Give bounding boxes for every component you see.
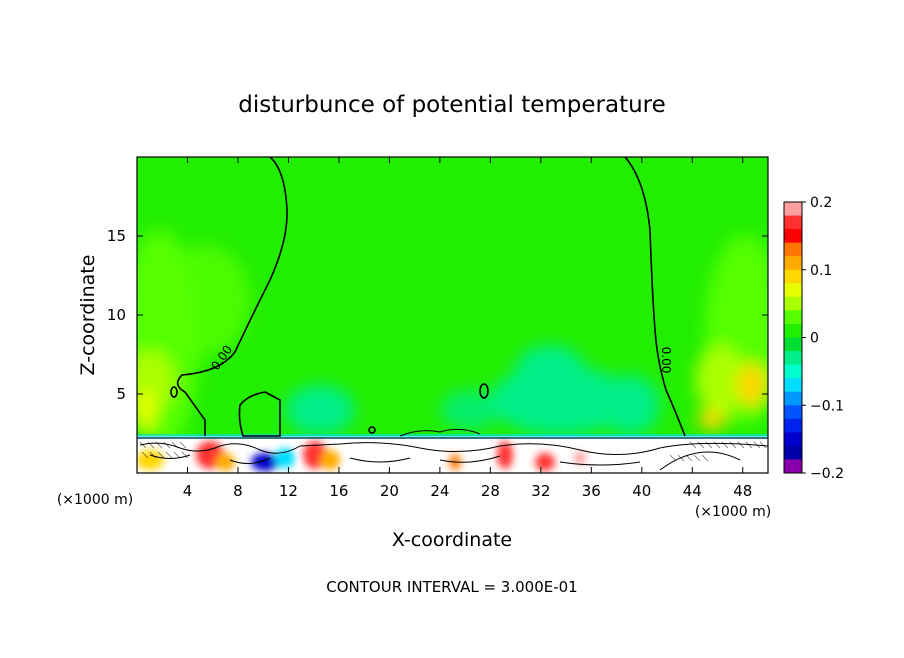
colorbar-segment [784, 269, 802, 284]
y-axis-label: Z-coordinate [77, 255, 99, 376]
x-tick-label: 16 [329, 482, 348, 500]
small-contour-3 [368, 426, 376, 434]
zero-contours [137, 157, 768, 471]
x-tick-label: 20 [380, 482, 399, 500]
colorbar-segment [784, 242, 802, 257]
colorbar-tick-label: −0.2 [810, 466, 844, 482]
positive-regions [137, 230, 768, 450]
colorbar-tick-label: 0 [810, 331, 819, 347]
left-contour [176, 157, 288, 436]
x-axis-ticks: 4 8 12 16 20 24 28 32 36 40 44 48 [183, 157, 752, 500]
colorbar-segment [784, 378, 802, 393]
x-tick-label: 44 [683, 482, 702, 500]
colorbar-segment [784, 215, 802, 230]
colorbar-segment [784, 202, 802, 217]
y-tick-label: 15 [107, 227, 126, 245]
y-axis-ticks: 5 10 15 [107, 227, 768, 403]
x-tick-label: 28 [481, 482, 500, 500]
x-tick-label: 36 [582, 482, 601, 500]
x-tick-label: 48 [733, 482, 752, 500]
colorbar-segment [784, 283, 802, 298]
lower-layer-hatching [139, 441, 767, 462]
colorbar-tick-label: 0.1 [810, 263, 832, 279]
y-axis-unit: (×1000 m) [57, 492, 133, 508]
colorbar-segment [784, 229, 802, 244]
lower-layer-contours [137, 428, 768, 471]
x-tick-label: 4 [183, 482, 193, 500]
x-tick-label: 12 [279, 482, 298, 500]
contour-label-right: 0.00 [659, 347, 673, 374]
colorbar-segment [784, 296, 802, 311]
x-axis-label: X-coordinate [392, 529, 512, 551]
x-tick-label: 32 [531, 482, 550, 500]
y-tick-label: 5 [116, 385, 126, 403]
colorbar-segment [784, 405, 802, 420]
x-tick-label: 40 [632, 482, 651, 500]
contour-island [238, 391, 281, 437]
colorbar-segment [784, 337, 802, 352]
colorbar-segment [784, 256, 802, 271]
x-tick-label: 24 [430, 482, 449, 500]
colorbar-segment [784, 418, 802, 433]
colorbar-segment [784, 351, 802, 366]
negative-regions [285, 345, 660, 435]
small-contour-1 [170, 386, 178, 398]
lower-layer-cyan-band [137, 434, 768, 439]
y-tick-label: 10 [107, 306, 126, 324]
right-contour [624, 157, 686, 437]
colorbar-segment [784, 432, 802, 447]
colorbar-segment [784, 391, 802, 406]
colorbar-segment [784, 323, 802, 338]
small-contour-2 [479, 383, 489, 399]
chart-title: disturbunce of potential temperature [238, 92, 666, 118]
colorbar: 0.2 0.1 0 −0.1 −0.2 [783, 195, 844, 482]
colorbar-tick-label: 0.2 [810, 195, 832, 211]
lower-layer-colors [137, 441, 586, 471]
colorbar-segment [784, 459, 802, 474]
colorbar-segment [784, 445, 802, 460]
colorbar-segment [784, 364, 802, 379]
contour-interval: CONTOUR INTERVAL = 3.000E-01 [326, 578, 577, 596]
x-axis-unit: (×1000 m) [695, 504, 771, 520]
heatmap-field: 0.00 0.00 [137, 157, 768, 473]
colorbar-segment [784, 310, 802, 325]
x-tick-label: 8 [233, 482, 243, 500]
colorbar-tick-label: −0.1 [810, 398, 844, 414]
